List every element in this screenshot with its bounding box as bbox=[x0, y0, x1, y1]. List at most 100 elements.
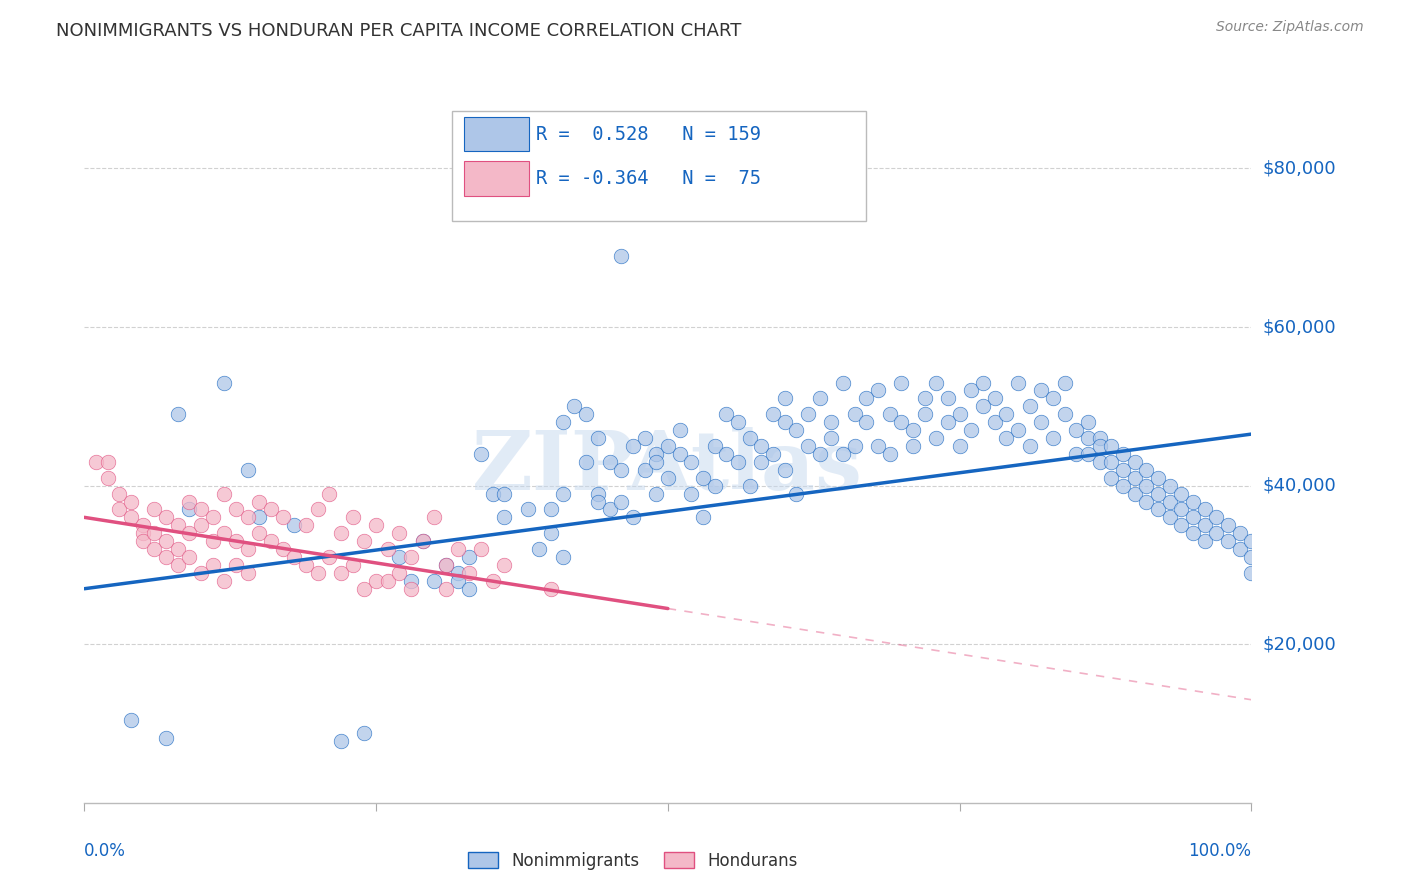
Point bbox=[995, 431, 1018, 445]
Point bbox=[855, 415, 877, 429]
Point bbox=[120, 510, 142, 524]
Point bbox=[1147, 486, 1170, 500]
Point bbox=[307, 566, 329, 580]
Point bbox=[703, 478, 725, 492]
Point bbox=[575, 407, 598, 421]
Point bbox=[353, 534, 375, 549]
Point bbox=[936, 392, 959, 406]
Point bbox=[890, 415, 912, 429]
Point bbox=[1053, 376, 1076, 390]
Point bbox=[377, 542, 399, 557]
Point bbox=[330, 734, 353, 748]
Point bbox=[1216, 518, 1239, 533]
Point bbox=[342, 558, 364, 572]
Point bbox=[247, 526, 270, 541]
Point bbox=[1147, 502, 1170, 516]
FancyBboxPatch shape bbox=[451, 111, 866, 221]
Point bbox=[236, 566, 259, 580]
Point bbox=[866, 439, 889, 453]
Point bbox=[716, 407, 738, 421]
Point bbox=[236, 510, 259, 524]
Point bbox=[901, 423, 924, 437]
Point bbox=[388, 566, 411, 580]
Point bbox=[447, 574, 470, 588]
Point bbox=[633, 463, 655, 477]
Point bbox=[423, 574, 446, 588]
Point bbox=[1181, 526, 1204, 541]
Point bbox=[1018, 439, 1040, 453]
Point bbox=[1194, 502, 1216, 516]
Point bbox=[540, 582, 562, 596]
Point bbox=[645, 486, 668, 500]
Point bbox=[879, 447, 901, 461]
Point bbox=[132, 534, 155, 549]
Point bbox=[179, 549, 201, 564]
Point bbox=[190, 518, 212, 533]
Point bbox=[283, 518, 305, 533]
Point bbox=[1135, 494, 1157, 508]
Point bbox=[155, 510, 177, 524]
Point bbox=[318, 549, 340, 564]
Point bbox=[960, 384, 983, 398]
Point bbox=[855, 392, 877, 406]
Point bbox=[120, 494, 142, 508]
Point bbox=[260, 502, 283, 516]
Point bbox=[866, 384, 889, 398]
Point bbox=[529, 542, 551, 557]
Point bbox=[551, 549, 574, 564]
Point bbox=[1159, 494, 1181, 508]
Point bbox=[727, 415, 749, 429]
Point bbox=[1229, 526, 1251, 541]
Point bbox=[610, 494, 633, 508]
Point bbox=[155, 534, 177, 549]
Point bbox=[983, 392, 1005, 406]
Point bbox=[214, 526, 236, 541]
Point bbox=[166, 558, 188, 572]
Point bbox=[236, 463, 259, 477]
Point bbox=[423, 510, 446, 524]
Text: $60,000: $60,000 bbox=[1263, 318, 1336, 336]
Point bbox=[1135, 463, 1157, 477]
Point bbox=[797, 439, 820, 453]
Point bbox=[494, 510, 516, 524]
Point bbox=[1099, 471, 1122, 485]
Point bbox=[551, 486, 574, 500]
Point bbox=[808, 392, 831, 406]
Point bbox=[949, 439, 972, 453]
Point bbox=[1229, 542, 1251, 557]
Point bbox=[201, 534, 224, 549]
Point bbox=[1088, 455, 1111, 469]
Point bbox=[936, 415, 959, 429]
Point bbox=[586, 486, 609, 500]
Point bbox=[1042, 431, 1064, 445]
Point bbox=[1181, 494, 1204, 508]
Point bbox=[1216, 534, 1239, 549]
Point bbox=[1181, 510, 1204, 524]
Point bbox=[155, 549, 177, 564]
Point bbox=[925, 431, 948, 445]
Text: NONIMMIGRANTS VS HONDURAN PER CAPITA INCOME CORRELATION CHART: NONIMMIGRANTS VS HONDURAN PER CAPITA INC… bbox=[56, 22, 741, 40]
Point bbox=[470, 447, 492, 461]
Point bbox=[1240, 534, 1263, 549]
Point bbox=[832, 447, 855, 461]
Point bbox=[901, 439, 924, 453]
Point bbox=[399, 582, 422, 596]
Legend: Nonimmigrants, Hondurans: Nonimmigrants, Hondurans bbox=[461, 846, 804, 877]
Point bbox=[586, 494, 609, 508]
Point bbox=[1112, 478, 1135, 492]
Point bbox=[716, 447, 738, 461]
Point bbox=[645, 447, 668, 461]
Point bbox=[657, 471, 679, 485]
Point bbox=[692, 471, 714, 485]
Point bbox=[295, 518, 318, 533]
Point bbox=[972, 400, 994, 414]
Point bbox=[190, 566, 212, 580]
Point bbox=[318, 486, 340, 500]
Point bbox=[1147, 471, 1170, 485]
Point bbox=[412, 534, 434, 549]
Point bbox=[84, 455, 107, 469]
Text: Source: ZipAtlas.com: Source: ZipAtlas.com bbox=[1216, 20, 1364, 34]
Point bbox=[1170, 502, 1192, 516]
Point bbox=[681, 455, 703, 469]
Point bbox=[564, 400, 586, 414]
